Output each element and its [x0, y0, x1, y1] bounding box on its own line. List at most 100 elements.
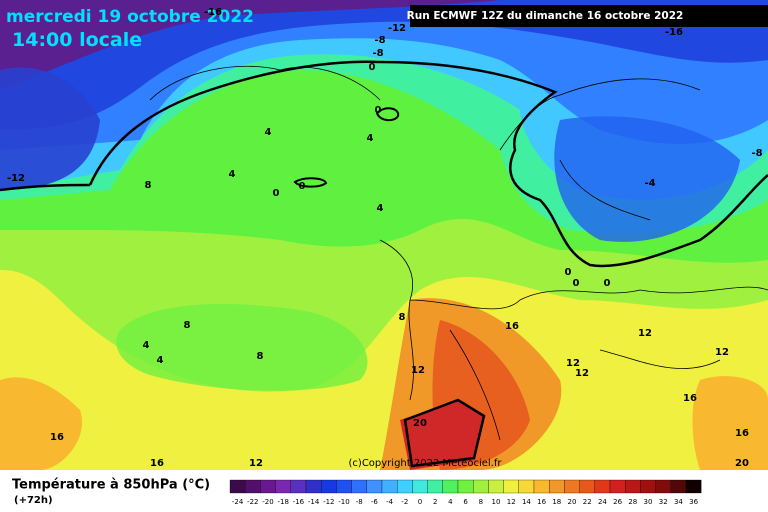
colorbar-label: 2: [433, 498, 437, 506]
contour-label: -12: [7, 173, 25, 184]
colorbar-label: 8: [479, 498, 483, 506]
map: [0, 0, 768, 470]
contour-label: 4: [367, 133, 374, 144]
colorbar-swatch: [625, 479, 641, 494]
colorbar-label: -6: [371, 498, 379, 506]
contour-label: 0: [299, 181, 306, 192]
colorbar-swatch: [260, 479, 276, 494]
contour-label: -8: [374, 35, 385, 46]
contour-label: 4: [265, 127, 272, 138]
colorbar-label: 12: [507, 498, 516, 506]
colorbar-label: -20: [262, 498, 273, 506]
contour-label: 20: [735, 458, 749, 469]
colorbar-swatch: [503, 479, 519, 494]
forecast-time: 14:00 locale: [12, 29, 142, 51]
contour-label: 4: [157, 355, 164, 366]
contour-label: 12: [575, 368, 589, 379]
colorbar-label: 20: [568, 498, 577, 506]
contour-label: 4: [377, 203, 384, 214]
colorbar-label: 32: [659, 498, 668, 506]
contour-label: 4: [143, 340, 150, 351]
contour-label: 16: [50, 432, 64, 443]
contour-label: 0: [375, 105, 382, 116]
colorbar-label: -24: [232, 498, 244, 506]
colorbar-swatch: [655, 479, 671, 494]
colorbar-swatch: [685, 479, 702, 494]
copyright: (c)Copyright 2022 Meteociel.fr: [349, 458, 503, 469]
contour-label: 16: [150, 458, 164, 469]
colorbar-label: -12: [323, 498, 334, 506]
colorbar-swatch: [533, 479, 550, 494]
forecast-date: mercredi 19 octobre 2022: [6, 7, 254, 27]
colorbar-label: -2: [401, 498, 408, 506]
colorbar-swatch: [594, 479, 611, 494]
colorbar-label: 26: [613, 498, 622, 506]
contour-label: 12: [715, 347, 729, 358]
colorbar-swatch: [473, 479, 489, 494]
colorbar-swatch: [412, 479, 428, 494]
colorbar-label: -4: [386, 498, 394, 506]
colorbar-label: -16: [293, 498, 305, 506]
contour-label: -8: [372, 48, 383, 59]
contour-label: 20: [413, 418, 427, 429]
colorbar-swatch: [275, 479, 291, 494]
legend-title: Température à 850hPa (°C): [12, 478, 210, 493]
contour-label: -12: [388, 23, 406, 34]
colorbar-swatch: [351, 479, 367, 494]
contour-label: 8: [257, 351, 264, 362]
contour-label: 12: [638, 328, 652, 339]
run-banner: [410, 5, 768, 27]
colorbar-label: -18: [277, 498, 288, 506]
colorbar-swatch: [245, 479, 261, 494]
colorbar-swatch: [609, 479, 626, 494]
colorbar-swatch: [549, 479, 565, 494]
contour-label: -16: [204, 7, 222, 18]
colorbar-label: 28: [628, 498, 637, 506]
contour-label: 16: [735, 428, 749, 439]
colorbar-label: -8: [356, 498, 363, 506]
colorbar-label: -14: [308, 498, 320, 506]
colorbar-label: 10: [492, 498, 501, 506]
contour-label: -16: [665, 27, 683, 38]
contour-label: 0: [565, 267, 572, 278]
colorbar-swatch: [229, 479, 246, 494]
colorbar-swatch: [457, 479, 474, 494]
colorbar-label: 30: [644, 498, 653, 506]
colorbar: -24 -22 -20 -18 -16 -14 -12 -10 -8 -6 -4 -2 0 2 4 6 8 10 1…: [229, 479, 702, 506]
contour-label: 0: [573, 278, 580, 289]
colorbar-swatch: [366, 479, 383, 494]
colorbar-label: 24: [598, 498, 607, 506]
colorbar-label: 4: [448, 498, 453, 506]
colorbar-label: 6: [463, 498, 468, 506]
lead-time: (+72h): [14, 495, 53, 506]
contour-label: 12: [411, 365, 425, 376]
contour-label: 12: [249, 458, 263, 469]
colorbar-label: 22: [583, 498, 592, 506]
colorbar-swatch: [427, 479, 443, 494]
colorbar-swatch: [321, 479, 337, 494]
run-info: Run ECMWF 12Z du dimanche 16 octobre 202…: [407, 10, 684, 22]
contour-label: 0: [604, 278, 611, 289]
colorbar-label: 14: [522, 498, 531, 506]
colorbar-swatch: [640, 479, 656, 494]
colorbar-swatch: [579, 479, 595, 494]
colorbar-swatch: [397, 479, 413, 494]
colorbar-swatch: [381, 479, 398, 494]
colorbar-swatch: [670, 479, 687, 494]
colorbar-label: 18: [552, 498, 561, 506]
contour-label: 8: [399, 312, 406, 323]
contour-label: 8: [184, 320, 191, 331]
contour-label: 4: [229, 169, 236, 180]
colorbar-swatch: [488, 479, 504, 494]
colorbar-label: 16: [537, 498, 546, 506]
contour-label: 0: [273, 188, 280, 199]
colorbar-label: 0: [418, 498, 422, 506]
colorbar-swatch: [305, 479, 322, 494]
colorbar-label: -22: [247, 498, 258, 506]
colorbar-swatch: [290, 479, 307, 494]
colorbar-label: 34: [674, 498, 683, 506]
colorbar-swatch: [336, 479, 352, 494]
colorbar-swatch: [518, 479, 535, 494]
